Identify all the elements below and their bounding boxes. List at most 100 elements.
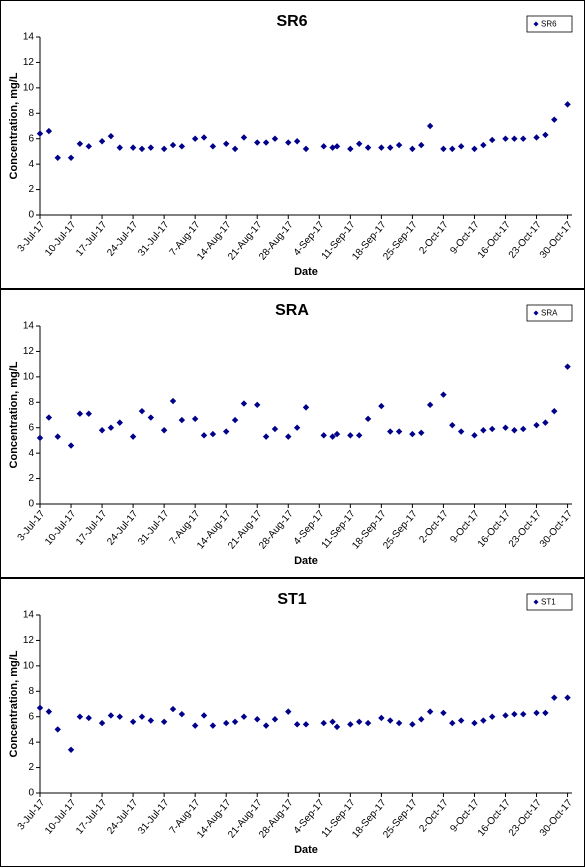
data-point: [426, 401, 434, 409]
chart-panel: SR6 0 2 4 6 8 10 12 14 3-Jul-1710-Jul-1717-Jul-17…: [0, 0, 585, 289]
y-tick-label: 12: [23, 57, 35, 68]
data-point: [147, 144, 155, 151]
y-tick-label: 12: [23, 346, 35, 357]
data-point: [76, 410, 84, 417]
data-point: [320, 719, 327, 727]
data-point: [223, 428, 230, 435]
x-tick-label: 2-Oct-17: [417, 508, 451, 545]
data-point: [209, 143, 217, 150]
data-point: [333, 723, 341, 731]
data-point: [85, 143, 92, 150]
chart-panel: ST1 0 2 4 6 8 10 12 14 3-Jul-1710-Jul-1717-Jul-17…: [0, 578, 585, 867]
y-tick-label: 0: [28, 788, 34, 799]
data-point: [138, 713, 146, 720]
data-point: [98, 427, 106, 434]
x-tick-label: 31-Jul-17: [136, 508, 172, 547]
data-point: [302, 721, 310, 728]
data-point: [107, 712, 115, 719]
data-point: [223, 719, 230, 727]
data-point: [542, 419, 549, 426]
y-tick-label: 8: [28, 397, 34, 408]
x-axis-title: Date: [294, 555, 318, 567]
x-tick-label: 31-Jul-17: [136, 219, 172, 258]
data-point: [85, 714, 92, 722]
data-point: [293, 424, 301, 431]
y-tick-label: 8: [28, 686, 34, 697]
data-point: [200, 432, 208, 439]
data-point: [356, 718, 363, 725]
y-tick-label: 2: [28, 473, 34, 484]
data-point: [254, 139, 261, 146]
data-point: [45, 127, 53, 135]
data-point: [45, 414, 53, 421]
y-tick-label: 14: [23, 610, 35, 621]
data-point: [262, 139, 270, 146]
data-point: [426, 708, 434, 715]
data-point: [116, 419, 123, 426]
data-point: [54, 433, 61, 440]
data-point: [129, 144, 137, 151]
data-point: [564, 101, 571, 108]
data-point: [387, 717, 394, 724]
data-point: [449, 421, 456, 429]
data-point: [240, 713, 248, 720]
data-point: [364, 719, 372, 727]
x-tick-label: 31-Jul-17: [136, 797, 172, 836]
data-point: [551, 116, 558, 123]
chart-title: SR6: [276, 13, 307, 30]
data-point: [320, 143, 327, 150]
data-point: [107, 132, 115, 140]
data-point: [178, 416, 186, 424]
data-point: [347, 721, 354, 728]
data-point: [471, 719, 478, 727]
data-point: [564, 363, 571, 370]
data-point: [533, 134, 540, 141]
data-point: [285, 139, 292, 146]
x-tick-label: 10-Jul-17: [43, 219, 79, 258]
data-point: [200, 134, 208, 141]
data-point: [551, 407, 558, 415]
y-tick-label: 10: [23, 371, 35, 382]
data-point: [347, 432, 354, 439]
data-point: [178, 710, 186, 718]
chart-title: ST1: [277, 591, 306, 608]
data-point: [191, 722, 199, 729]
data-point: [76, 713, 84, 720]
y-tick-label: 2: [28, 184, 34, 195]
data-point: [67, 154, 75, 161]
y-tick-label: 14: [23, 321, 35, 332]
legend-marker: [533, 21, 539, 27]
data-point: [409, 430, 416, 438]
y-tick-label: 12: [23, 635, 35, 646]
legend-text: SRA: [541, 309, 558, 318]
x-tick-label: 24-Jul-17: [105, 797, 141, 836]
legend-marker: [533, 599, 539, 605]
data-point: [240, 400, 248, 407]
data-point: [542, 709, 549, 717]
y-axis-title: Concentration, mg/L: [8, 72, 20, 179]
x-tick-label: 17-Jul-17: [74, 797, 110, 836]
data-point: [511, 710, 518, 718]
data-point: [457, 428, 465, 435]
data-point: [395, 719, 403, 727]
data-point: [502, 135, 509, 142]
y-tick-label: 4: [28, 737, 34, 748]
data-point: [76, 140, 84, 147]
data-point: [254, 716, 261, 723]
data-point: [502, 424, 509, 431]
data-point: [564, 694, 571, 701]
y-tick-label: 10: [23, 82, 35, 93]
y-tick-label: 0: [28, 499, 34, 510]
data-point: [520, 135, 527, 142]
data-point: [98, 719, 106, 727]
data-point: [533, 421, 540, 429]
data-point: [347, 145, 354, 153]
data-point: [356, 432, 363, 439]
data-point: [116, 144, 123, 151]
data-point: [98, 138, 106, 145]
data-point: [116, 713, 123, 720]
data-point: [418, 716, 425, 723]
x-tick-label: 3-Jul-17: [16, 219, 48, 254]
data-point: [511, 135, 518, 142]
